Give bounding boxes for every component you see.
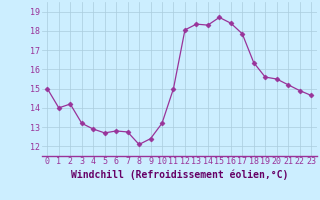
X-axis label: Windchill (Refroidissement éolien,°C): Windchill (Refroidissement éolien,°C) bbox=[70, 169, 288, 180]
